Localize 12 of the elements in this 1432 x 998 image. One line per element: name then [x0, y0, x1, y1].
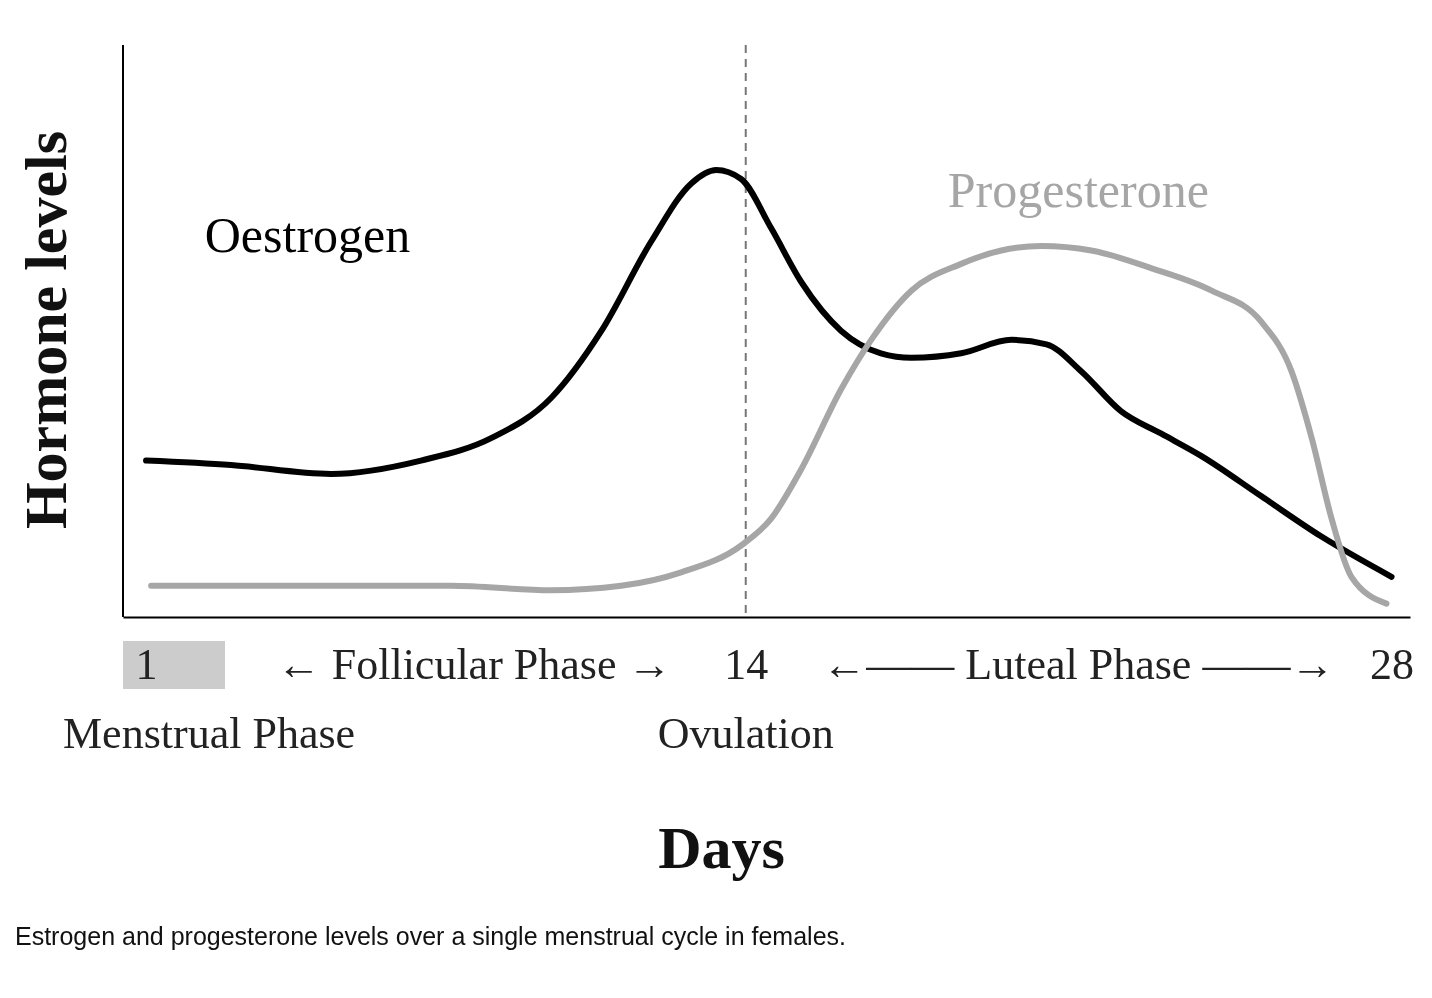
series-label: Progesterone	[947, 162, 1209, 219]
y-axis-title: Hormone levels	[13, 130, 79, 530]
x-tick-label: 1	[135, 639, 158, 689]
x-tick-label: ← Follicular Phase →	[276, 639, 672, 689]
ref-line-label: Ovulation	[657, 709, 834, 758]
text: Oestrogen	[204, 207, 411, 264]
x-tick-label: 28	[1370, 639, 1415, 689]
x-axis-title: Days	[658, 815, 785, 881]
x-tick-label: 14	[724, 639, 769, 689]
x-tick-label: ←—— Luteal Phase ——→	[822, 639, 1335, 689]
text: Menstrual Phase	[63, 709, 356, 758]
text: Estrogen and progesterone levels over a single menstrual cycle in females.	[15, 922, 846, 950]
